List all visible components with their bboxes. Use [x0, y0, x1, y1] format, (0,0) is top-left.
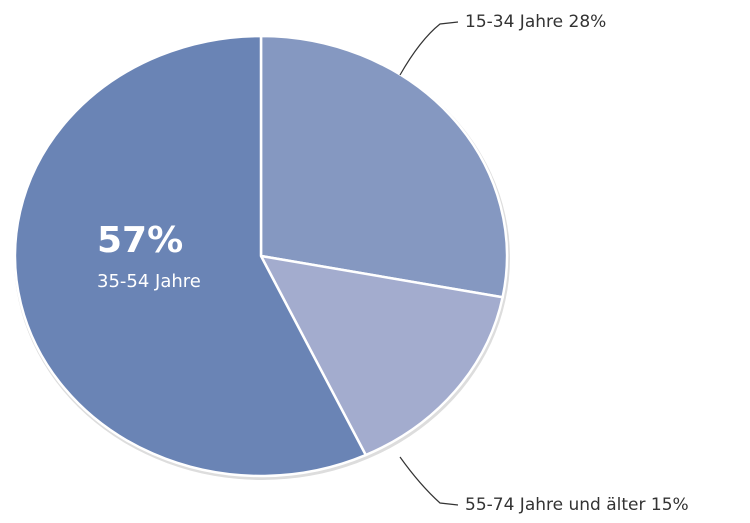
- category-label: 55-74 Jahre und älter: [465, 495, 645, 515]
- leader-line: [399, 21, 459, 76]
- category-label: 15-34 Jahre: [465, 12, 563, 32]
- slice-label: 15-34 Jahre 28%: [465, 12, 606, 32]
- value-label: 15%: [651, 495, 689, 515]
- value-label: 28%: [569, 12, 607, 32]
- leader-line: [399, 456, 459, 506]
- category-label: 35-54 Jahre: [97, 271, 201, 292]
- pie-slice: [13, 34, 368, 478]
- pie-slice: [258, 254, 505, 457]
- value-label: 57%: [97, 220, 183, 261]
- slice-label: 55-74 Jahre und älter 15%: [465, 495, 689, 515]
- pie-slice: [259, 34, 509, 299]
